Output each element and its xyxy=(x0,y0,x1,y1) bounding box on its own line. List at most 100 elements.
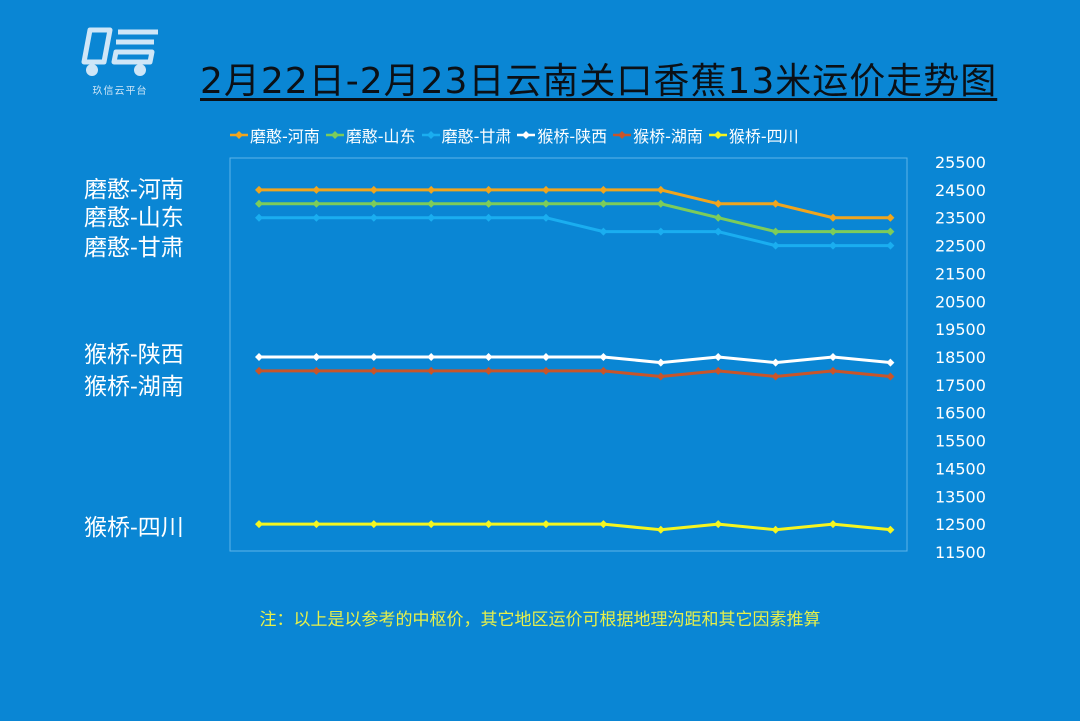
data-point xyxy=(369,366,378,375)
data-point xyxy=(714,199,723,208)
data-point xyxy=(714,520,723,529)
series-line xyxy=(259,369,891,379)
data-point xyxy=(829,353,837,361)
data-point xyxy=(829,227,837,236)
data-point xyxy=(369,185,378,194)
data-point xyxy=(771,199,780,208)
legend-label: 磨憨-甘肃 xyxy=(441,127,512,146)
data-point xyxy=(886,358,895,367)
data-point xyxy=(255,213,263,222)
y-tick-label: 11500 xyxy=(935,543,986,562)
data-point xyxy=(484,353,493,361)
data-point xyxy=(771,358,780,367)
data-point xyxy=(369,213,378,222)
legend-label: 猴桥-陕西 xyxy=(537,127,608,146)
chart-legend: 磨憨-河南 磨憨-山东 磨憨-甘肃 猴桥-陕西 猴桥-湖南 猴桥-四川 xyxy=(230,124,930,146)
data-point xyxy=(255,185,263,194)
legend-label: 磨憨-河南 xyxy=(250,127,320,146)
legend-marker-icon xyxy=(613,131,632,139)
y-tick-label: 16500 xyxy=(935,404,986,423)
legend-marker-icon xyxy=(517,131,536,139)
y-tick-label: 12500 xyxy=(935,515,986,534)
data-point xyxy=(255,366,263,375)
data-point xyxy=(484,213,493,222)
series-line xyxy=(259,202,891,234)
data-point xyxy=(771,372,780,381)
data-point xyxy=(484,185,493,194)
legend-marker-icon xyxy=(421,131,440,139)
data-point xyxy=(369,520,378,529)
data-point xyxy=(771,241,780,250)
data-point xyxy=(656,227,665,236)
y-tick-label: 21500 xyxy=(935,264,986,283)
legend-item: 猴桥-四川 xyxy=(708,123,799,147)
data-point xyxy=(829,213,837,222)
legend-item: 猴桥-陕西 xyxy=(517,123,607,147)
series-4 xyxy=(255,366,895,381)
data-point xyxy=(829,366,837,375)
data-point xyxy=(656,199,665,208)
annotation-houqiao-sichuan: 猴桥-四川 xyxy=(84,515,184,541)
data-point xyxy=(656,372,665,381)
data-point xyxy=(312,185,321,194)
legend-marker-icon xyxy=(708,131,727,139)
data-point xyxy=(599,227,608,236)
y-tick-label: 24500 xyxy=(935,181,986,200)
series-2 xyxy=(255,213,895,250)
data-point xyxy=(369,199,378,208)
data-point xyxy=(312,213,321,222)
plot-area xyxy=(229,157,908,552)
data-point xyxy=(312,366,321,375)
data-point xyxy=(484,199,493,208)
series-5 xyxy=(255,520,895,534)
data-point xyxy=(427,199,436,208)
series-line xyxy=(259,188,891,220)
y-tick-label: 17500 xyxy=(935,376,986,395)
data-point xyxy=(542,185,550,194)
series-line xyxy=(259,216,891,248)
data-point xyxy=(542,353,550,361)
legend-label: 磨憨-山东 xyxy=(345,127,416,146)
logo-caption: 玖信云平台 xyxy=(92,86,148,97)
data-point xyxy=(427,185,436,194)
data-point xyxy=(255,199,263,208)
y-tick-label: 15500 xyxy=(935,432,986,451)
data-point xyxy=(599,366,608,375)
data-point xyxy=(312,520,321,529)
annotation-mohan-henan: 磨憨-河南 xyxy=(84,177,184,203)
legend-marker-icon xyxy=(230,131,248,139)
data-point xyxy=(829,520,837,529)
chart-title: 2月22日-2月23日云南关口香蕉13米运价走势图 xyxy=(200,61,998,102)
annotation-houqiao-shaanxi: 猴桥-陕西 xyxy=(84,342,184,368)
data-point xyxy=(255,520,263,529)
data-point xyxy=(886,213,895,222)
annotation-mohan-shandong: 磨憨-山东 xyxy=(84,205,184,231)
y-tick-label: 18500 xyxy=(935,348,986,367)
legend-label: 猴桥-四川 xyxy=(728,127,799,146)
data-point xyxy=(886,372,895,381)
truck-logo-icon xyxy=(81,27,158,76)
legend-item: 磨憨-河南 xyxy=(230,123,320,147)
y-tick-label: 20500 xyxy=(935,292,986,311)
annotation-mohan-gansu: 磨憨-甘肃 xyxy=(84,235,184,261)
data-point xyxy=(656,358,665,367)
y-tick-label: 19500 xyxy=(935,320,986,339)
data-point xyxy=(599,520,608,529)
data-point xyxy=(542,213,550,222)
series-3 xyxy=(255,353,895,367)
data-point xyxy=(599,185,608,194)
data-point xyxy=(886,525,895,534)
data-point xyxy=(427,213,436,222)
logo: 玖信云平台 xyxy=(70,20,170,110)
data-point xyxy=(312,199,321,208)
series-1 xyxy=(255,199,895,236)
y-tick-label: 23500 xyxy=(935,209,986,228)
data-point xyxy=(714,366,723,375)
series-0 xyxy=(255,185,895,222)
data-point xyxy=(542,199,550,208)
annotation-houqiao-hunan: 猴桥-湖南 xyxy=(84,374,184,400)
y-tick-label: 22500 xyxy=(935,237,986,256)
data-point xyxy=(656,525,665,534)
footnote: 注：以上是以参考的中枢价，其它地区运价可根据地理沟距和其它因素推算 xyxy=(259,610,821,630)
